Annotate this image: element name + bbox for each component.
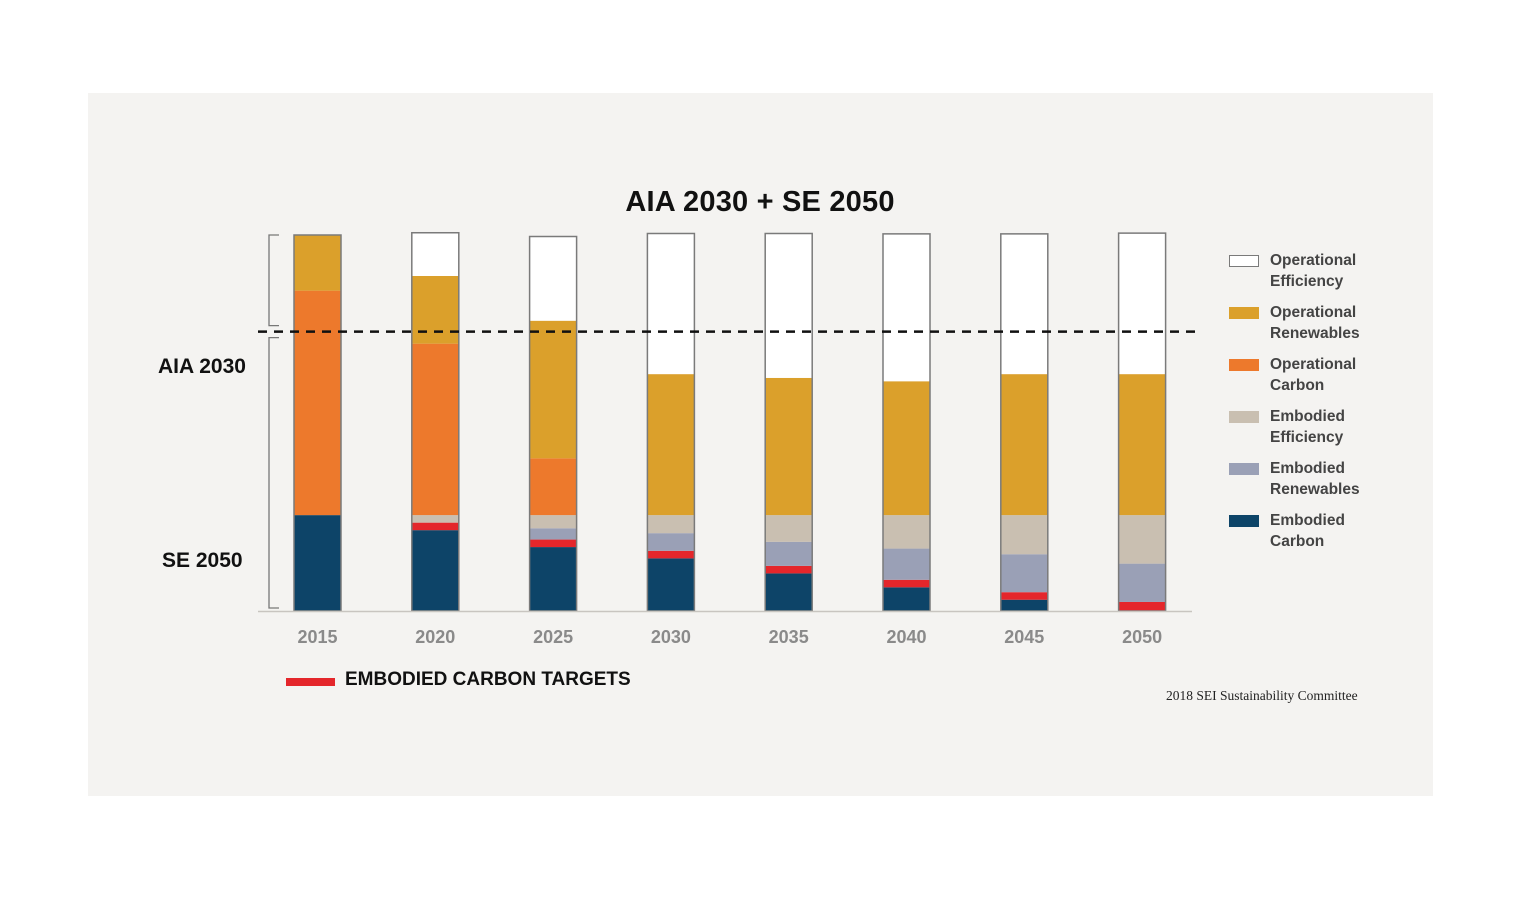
legend-label: Embodied Renewables xyxy=(1270,460,1360,498)
legend-swatch xyxy=(1229,515,1259,527)
legend-swatch xyxy=(1229,411,1259,423)
bar-segment-embodied-renewables xyxy=(1000,554,1048,593)
bar-segment-operational-renewables xyxy=(294,235,341,291)
bar-segment-operational-carbon xyxy=(529,458,577,516)
bar-segment-embodied-carbon xyxy=(883,587,930,611)
bar-segment-embodied-renewables xyxy=(765,541,813,566)
bar-segment-embodied-efficiency xyxy=(647,515,695,534)
bar-segment-operational-renewables xyxy=(647,374,695,516)
legend-label: Embodied Carbon xyxy=(1270,512,1345,550)
legend-label: Operational Efficiency xyxy=(1270,252,1357,290)
bar-segment-embodied-carbon-targets xyxy=(1000,592,1048,600)
legend-swatch xyxy=(1229,463,1259,475)
bar-segment-embodied-carbon xyxy=(411,530,459,611)
x-tick-label: 2025 xyxy=(533,627,574,647)
bar-segment-embodied-carbon-targets xyxy=(647,550,695,559)
x-tick-label: 2035 xyxy=(768,627,809,647)
bar-segment-embodied-efficiency xyxy=(1118,515,1166,564)
bar-segment-operational-efficiency xyxy=(1118,233,1166,375)
legend-swatch xyxy=(1229,359,1259,371)
bar-segment-operational-renewables xyxy=(883,381,930,516)
bar-segment-embodied-carbon-targets xyxy=(1118,601,1166,611)
bar-segment-embodied-efficiency xyxy=(883,515,930,549)
bracket-aia-2030 xyxy=(268,234,279,327)
source-credit: 2018 SEI Sustainability Committee xyxy=(1166,688,1358,703)
bar-segment-operational-efficiency xyxy=(765,233,813,378)
x-tick-label: 2040 xyxy=(886,627,927,647)
bar-segment-embodied-carbon-targets xyxy=(883,579,930,588)
bar-segment-operational-efficiency xyxy=(883,233,930,382)
bar-segment-embodied-renewables xyxy=(647,533,695,551)
bar-segment-operational-efficiency xyxy=(529,236,577,321)
bar-segment-operational-renewables xyxy=(1118,374,1166,516)
bar-segment-embodied-renewables xyxy=(529,528,577,540)
bar-segment-operational-renewables xyxy=(529,320,577,459)
legend-label: Operational Carbon xyxy=(1270,356,1357,394)
bar-segment-operational-renewables xyxy=(765,377,813,516)
zone-label-se-2050: SE 2050 xyxy=(162,549,243,572)
legend-swatch xyxy=(1229,307,1259,319)
bar-segment-operational-efficiency xyxy=(647,233,695,375)
bar-segment-embodied-efficiency xyxy=(529,515,577,529)
bar-segment-embodied-efficiency xyxy=(411,515,459,523)
x-tick-label: 2045 xyxy=(1004,627,1045,647)
embodied-carbon-targets-swatch xyxy=(286,678,335,686)
bar-segment-embodied-carbon-targets xyxy=(411,522,459,531)
x-tick-label: 2015 xyxy=(297,627,338,647)
bar-segment-embodied-carbon-targets xyxy=(765,565,813,574)
bar-segment-operational-efficiency xyxy=(411,232,459,276)
bar-segment-embodied-carbon xyxy=(1000,599,1048,611)
bar-segment-embodied-carbon xyxy=(529,547,577,611)
bar-segment-embodied-renewables xyxy=(1118,563,1166,602)
bar-segment-embodied-carbon xyxy=(765,573,813,611)
legend-label: Embodied Efficiency xyxy=(1270,408,1345,446)
bar-segment-operational-carbon xyxy=(294,290,341,516)
bar-segment-embodied-efficiency xyxy=(765,515,813,542)
bar-segment-embodied-carbon xyxy=(647,558,695,611)
bar-segment-operational-efficiency xyxy=(1000,233,1048,375)
bar-segment-operational-renewables xyxy=(411,275,459,344)
chart-title: AIA 2030 + SE 2050 xyxy=(625,186,895,218)
bar-segment-embodied-efficiency xyxy=(1000,515,1048,555)
embodied-carbon-targets-label: EMBODIED CARBON TARGETS xyxy=(345,669,631,690)
bar-segment-embodied-carbon-targets xyxy=(529,539,577,548)
legend-swatch xyxy=(1229,255,1259,267)
bracket-se-2050 xyxy=(268,336,279,609)
legend-label: Operational Renewables xyxy=(1270,304,1360,342)
bar-segment-operational-renewables xyxy=(1000,374,1048,516)
x-tick-label: 2030 xyxy=(650,627,691,647)
x-tick-label: 2020 xyxy=(415,627,456,647)
zone-label-aia-2030: AIA 2030 xyxy=(158,355,246,378)
x-tick-label: 2050 xyxy=(1122,627,1163,647)
bar-segment-embodied-renewables xyxy=(883,548,930,580)
bar-segment-embodied-carbon xyxy=(294,515,341,611)
bar-segment-operational-carbon xyxy=(411,343,459,516)
